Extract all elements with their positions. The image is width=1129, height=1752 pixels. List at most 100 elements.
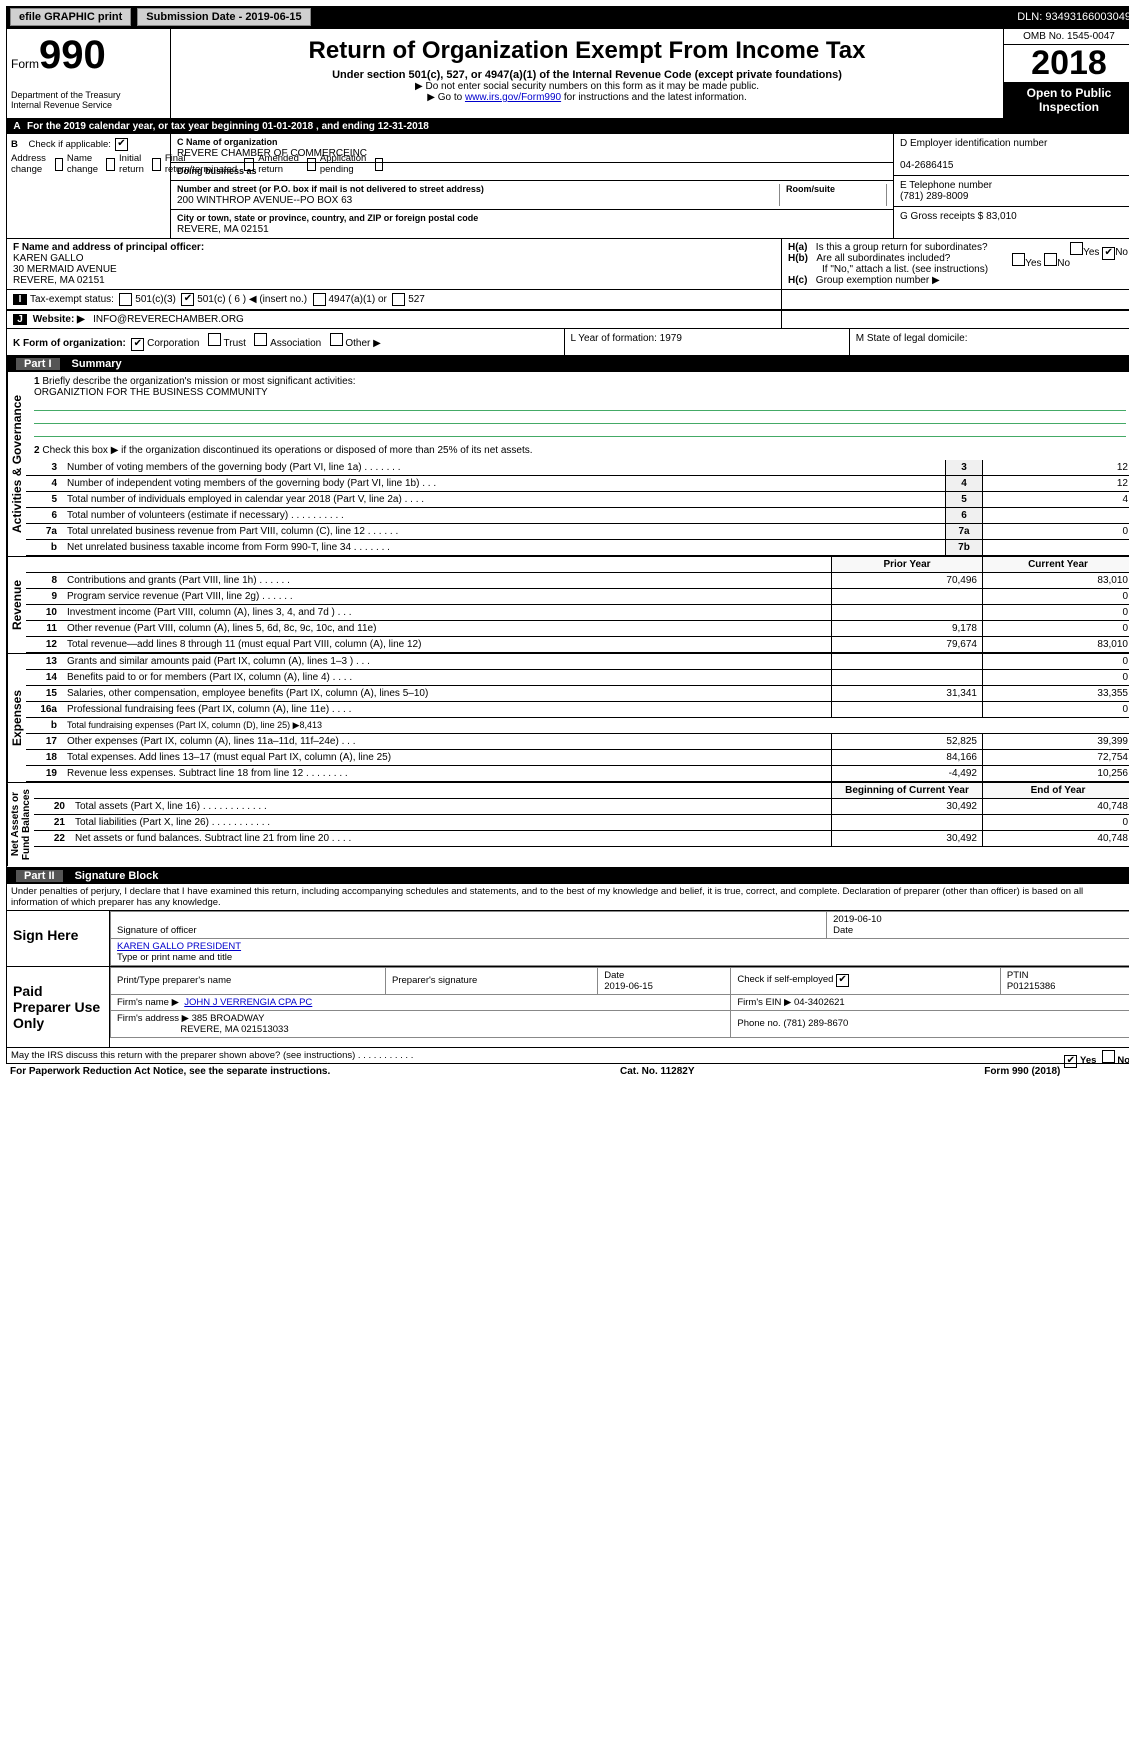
sign-date: 2019-06-10 xyxy=(833,914,882,925)
website-value: INFO@REVERECHAMBER.ORG xyxy=(93,314,244,325)
officer-city: REVERE, MA 02151 xyxy=(13,275,105,286)
paid-preparer-block: Paid Preparer Use Only Print/Type prepar… xyxy=(6,967,1129,1048)
chk-assoc[interactable] xyxy=(254,333,267,346)
discuss-no[interactable] xyxy=(1102,1050,1115,1063)
line-a: AFor the 2019 calendar year, or tax year… xyxy=(6,119,1129,134)
firm-name-label: Firm's name ▶ xyxy=(117,997,179,1008)
open-public-badge: Open to Public Inspection xyxy=(1004,82,1129,118)
ein-value: 04-2686415 xyxy=(900,160,953,171)
chk-trust[interactable] xyxy=(208,333,221,346)
form-number: 990 xyxy=(39,33,106,77)
discuss-row: May the IRS discuss this return with the… xyxy=(6,1048,1129,1064)
date-label: Date xyxy=(833,925,853,936)
prep-date: 2019-06-15 xyxy=(604,981,653,992)
box-c-label: C Name of organization xyxy=(177,137,278,147)
chk-4947[interactable] xyxy=(313,293,326,306)
discuss-yes[interactable] xyxy=(1064,1055,1077,1068)
chk-other[interactable] xyxy=(330,333,343,346)
ptin-value: P01215386 xyxy=(1007,981,1056,992)
line-k-label: K Form of organization: xyxy=(13,338,126,349)
prep-sig-header: Preparer's signature xyxy=(386,967,598,994)
top-bar: efile GRAPHIC print Submission Date - 20… xyxy=(6,6,1129,28)
ha-yes[interactable] xyxy=(1070,242,1083,255)
ha-text: Is this a group return for subordinates? xyxy=(816,242,988,253)
box-f-label: F Name and address of principal officer: xyxy=(13,242,204,253)
prep-name-header: Print/Type preparer's name xyxy=(111,967,386,994)
form-title: Return of Organization Exempt From Incom… xyxy=(175,37,999,65)
check-item[interactable] xyxy=(106,158,115,171)
ptin-label: PTIN xyxy=(1007,970,1029,981)
officer-street: 30 MERMAID AVENUE xyxy=(13,264,117,275)
city-label: City or town, state or province, country… xyxy=(177,213,478,223)
expenses-section: Expenses 13Grants and similar amounts pa… xyxy=(6,654,1129,783)
current-year-header: Current Year xyxy=(983,557,1129,573)
addr-label: Number and street (or P.O. box if mail i… xyxy=(177,184,484,194)
tax-status-label: Tax-exempt status: xyxy=(30,294,114,305)
check-item[interactable] xyxy=(152,158,161,171)
ha-no[interactable] xyxy=(1102,247,1115,260)
dept-text: Department of the Treasury Internal Reve… xyxy=(11,90,166,110)
part-1-header: Part I Summary xyxy=(6,356,1129,372)
self-employed-check[interactable] xyxy=(836,974,849,987)
revenue-section: Revenue Prior Year Current Year 8Contrib… xyxy=(6,557,1129,654)
tax-year: 2018 xyxy=(1004,45,1129,82)
irs-link[interactable]: www.irs.gov/Form990 xyxy=(465,92,561,103)
check-item[interactable] xyxy=(55,158,63,171)
governance-section: Activities & Governance 1 Briefly descri… xyxy=(6,372,1129,557)
hb-note: If "No," attach a list. (see instruction… xyxy=(788,264,1128,275)
part-2-header: Part II Signature Block xyxy=(6,868,1129,884)
hb-no[interactable] xyxy=(1044,253,1057,266)
paid-preparer-label: Paid Preparer Use Only xyxy=(7,967,110,1047)
submission-button[interactable]: Submission Date - 2019-06-15 xyxy=(137,8,310,26)
form-word: Form xyxy=(11,57,39,71)
footer-mid: Cat. No. 11282Y xyxy=(620,1066,694,1077)
net-assets-section: Net Assets orFund Balances Beginning of … xyxy=(6,783,1129,867)
row-j: J Website: ▶ INFO@REVERECHAMBER.ORG xyxy=(6,311,1129,329)
street-address: 200 WINTHROP AVENUE--PO BOX 63 xyxy=(177,195,352,206)
firm-addr: 385 BROADWAY xyxy=(192,1013,265,1024)
label-i: I xyxy=(13,294,27,305)
page-footer: For Paperwork Reduction Act Notice, see … xyxy=(6,1064,1064,1079)
firm-name[interactable]: JOHN J VERRENGIA CPA PC xyxy=(184,997,312,1008)
check-if-applicable: B Check if applicable: Address changeNam… xyxy=(7,134,171,238)
chk-527[interactable] xyxy=(392,293,405,306)
sign-here-label: Sign Here xyxy=(7,911,110,966)
governance-table: 3Number of voting members of the governi… xyxy=(26,460,1129,556)
box-d-label: D Employer identification number xyxy=(900,138,1047,149)
expenses-label: Expenses xyxy=(7,654,26,782)
beginning-year-header: Beginning of Current Year xyxy=(832,783,983,799)
subtitle-3: ▶ Go to www.irs.gov/Form990 for instruct… xyxy=(175,92,999,103)
firm-ein: 04-3402621 xyxy=(794,997,845,1008)
signer-name[interactable]: KAREN GALLO PRESIDENT xyxy=(117,941,241,952)
signer-name-label: Type or print name and title xyxy=(117,952,232,963)
hb-yes[interactable] xyxy=(1012,253,1025,266)
q1-text: Briefly describe the organization's miss… xyxy=(42,376,355,387)
line-l: L Year of formation: 1979 xyxy=(565,329,850,355)
hb-text: Are all subordinates included? xyxy=(816,253,950,264)
room-label: Room/suite xyxy=(786,184,835,194)
q2-text: Check this box ▶ if the organization dis… xyxy=(42,445,532,456)
firm-city: REVERE, MA 021513033 xyxy=(180,1024,288,1035)
expenses-table: 13Grants and similar amounts paid (Part … xyxy=(26,654,1129,782)
website-label: Website: ▶ xyxy=(33,314,85,325)
penalty-statement: Under penalties of perjury, I declare th… xyxy=(6,884,1129,911)
row-f-h: F Name and address of principal officer:… xyxy=(6,239,1129,290)
chk-corp[interactable] xyxy=(131,338,144,351)
box-e-label: E Telephone number xyxy=(900,180,992,191)
efile-button[interactable]: efile GRAPHIC print xyxy=(10,8,131,26)
firm-ein-label: Firm's EIN ▶ xyxy=(737,997,791,1008)
phone-value: (781) 289-8009 xyxy=(900,191,968,202)
line-m: M State of legal domicile: xyxy=(850,329,1129,355)
chk-501c3[interactable] xyxy=(119,293,132,306)
org-name: REVERE CHAMBER OF COMMERCEINC xyxy=(177,148,367,159)
applicable-master-check[interactable] xyxy=(115,138,128,151)
sign-here-block: Sign Here Signature of officer 2019-06-1… xyxy=(6,911,1129,967)
sig-officer-label: Signature of officer xyxy=(117,925,197,936)
form-header: Form990 Department of the Treasury Inter… xyxy=(6,28,1129,119)
city-state-zip: REVERE, MA 02151 xyxy=(177,224,269,235)
firm-phone: (781) 289-8670 xyxy=(783,1018,848,1029)
dba-label: Doing business as xyxy=(177,166,257,176)
subtitle-2: ▶ Do not enter social security numbers o… xyxy=(175,81,999,92)
footer-left: For Paperwork Reduction Act Notice, see … xyxy=(10,1066,330,1077)
chk-501c[interactable] xyxy=(181,293,194,306)
